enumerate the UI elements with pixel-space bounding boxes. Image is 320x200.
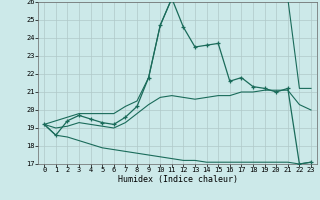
X-axis label: Humidex (Indice chaleur): Humidex (Indice chaleur): [118, 175, 238, 184]
